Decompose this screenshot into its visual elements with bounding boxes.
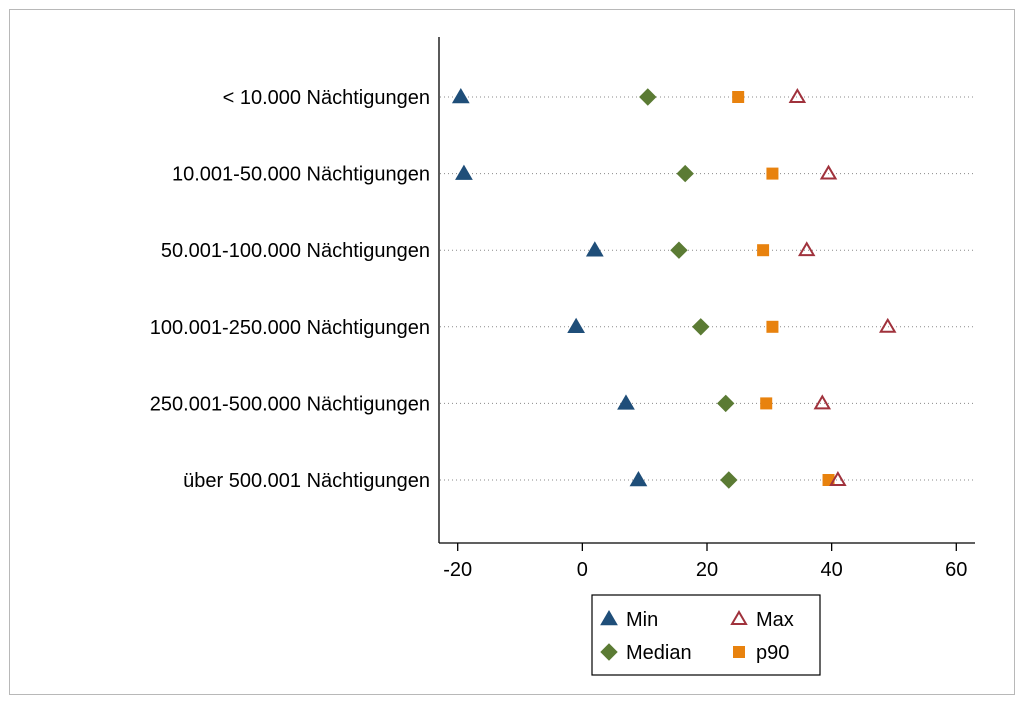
marker-min (617, 394, 635, 410)
marker-min (629, 471, 648, 487)
marker-median (670, 241, 688, 259)
x-tick-label: 20 (696, 559, 718, 581)
chart-frame (9, 9, 1015, 695)
x-tick-label: -20 (443, 559, 472, 581)
category-label: < 10.000 Nächtigungen (223, 87, 430, 109)
legend-marker-min (600, 610, 618, 626)
marker-max (879, 317, 897, 333)
marker-max (819, 164, 838, 180)
marker-max (797, 241, 816, 257)
marker-min (451, 88, 470, 104)
marker-median (639, 88, 657, 106)
marker-p90 (766, 167, 779, 180)
x-tick-label: 0 (577, 559, 588, 581)
x-tick-label: 40 (821, 559, 843, 581)
marker-max (788, 88, 807, 103)
category-label: 100.001-250.000 Nächtigungen (150, 317, 430, 339)
marker-median (720, 471, 738, 489)
marker-max (813, 394, 832, 410)
legend-marker-max (730, 610, 748, 625)
category-label: 50.001-100.000 Nächtigungen (161, 240, 430, 262)
legend-label-min: Min (626, 609, 658, 631)
legend: Min Max Median p90 (591, 594, 821, 676)
marker-median (692, 318, 710, 336)
data-markers (451, 88, 897, 489)
legend-marker-median (600, 643, 618, 661)
marker-median (676, 164, 694, 183)
marker-max (829, 471, 847, 486)
legend-label-max: Max (756, 609, 794, 631)
marker-p90 (732, 91, 745, 103)
marker-p90 (766, 320, 779, 333)
gridlines (440, 96, 975, 481)
marker-p90 (757, 244, 770, 257)
legend-marker-p90 (733, 646, 745, 658)
x-tick-label: 60 (945, 559, 967, 581)
marker-min (585, 241, 604, 257)
category-labels: < 10.000 Nächtigungen 10.001-50.000 Nächt… (150, 87, 430, 492)
legend-label-median: Median (626, 642, 692, 664)
legend-label-p90: p90 (756, 642, 789, 664)
category-label: 250.001-500.000 Nächtigungen (150, 393, 430, 415)
marker-p90 (760, 397, 773, 410)
marker-median (716, 394, 735, 413)
marker-min (455, 164, 473, 180)
category-label: über 500.001 Nächtigungen (183, 470, 430, 492)
category-label: 10.001-50.000 Nächtigungen (172, 164, 430, 186)
marker-min (567, 317, 585, 334)
legend-box (591, 594, 821, 676)
axes: -20 0 20 40 60 (438, 37, 975, 581)
